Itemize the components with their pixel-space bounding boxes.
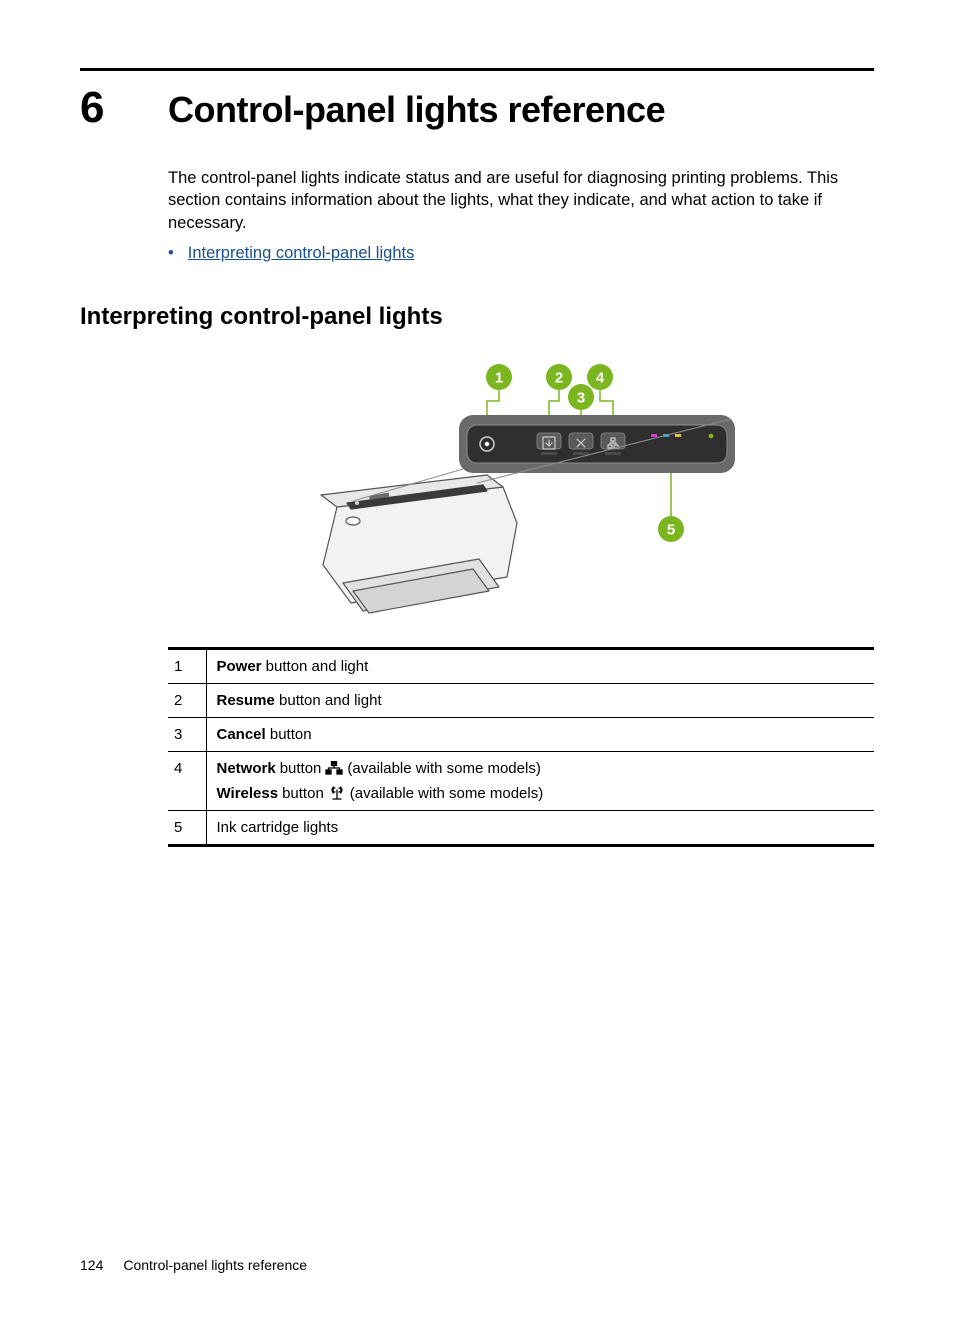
row-rest: button <box>266 726 312 743</box>
table-row: 2 Resume button and light <box>168 683 874 717</box>
row-number: 4 <box>168 751 206 810</box>
row-rest: (available with some models) <box>350 785 543 802</box>
section-body: 12345 1 Power button and light 2 Resume … <box>168 355 874 847</box>
row-number: 3 <box>168 717 206 751</box>
network-icon <box>325 761 343 775</box>
page-number: 124 <box>80 1257 103 1273</box>
table-row: 1 Power button and light <box>168 648 874 683</box>
table-row: 3 Cancel button <box>168 717 874 751</box>
table-row: 5 Ink cartridge lights <box>168 810 874 845</box>
toc-bullet-row: • Interpreting control-panel lights <box>168 244 874 263</box>
row-number: 2 <box>168 683 206 717</box>
row-bold: Cancel <box>217 726 266 743</box>
svg-text:4: 4 <box>596 369 605 386</box>
row-number: 1 <box>168 648 206 683</box>
section-heading: Interpreting control-panel lights <box>80 303 874 331</box>
row-desc: Resume button and light <box>206 683 874 717</box>
chapter-number: 6 <box>80 83 168 133</box>
row-rest: button and light <box>275 692 382 709</box>
intro-block: The control-panel lights indicate status… <box>168 167 874 263</box>
chapter-top-rule <box>80 68 874 71</box>
row-bold: Network <box>217 760 276 777</box>
svg-text:2: 2 <box>555 369 563 386</box>
control-panel-diagram: 1 234 5 <box>303 355 739 617</box>
row-desc: Cancel button <box>206 717 874 751</box>
row-bold: Wireless <box>217 785 279 802</box>
toc-link-interpreting[interactable]: Interpreting control-panel lights <box>188 244 415 263</box>
svg-text:5: 5 <box>667 521 675 538</box>
row-bold: Power <box>217 658 262 675</box>
lights-reference-table: 1 Power button and light 2 Resume button… <box>168 647 874 847</box>
chapter-title: Control-panel lights reference <box>168 89 665 131</box>
row-bold: Resume <box>217 692 275 709</box>
row4-wireless-line: Wireless button (available with some mod… <box>217 785 865 802</box>
svg-text:1: 1 <box>495 369 503 386</box>
row-desc: Ink cartridge lights <box>206 810 874 845</box>
row-text-button: button <box>282 785 324 802</box>
row-rest: button and light <box>262 658 369 675</box>
chapter-header: 6 Control-panel lights reference <box>80 83 874 133</box>
footer-section-title: Control-panel lights reference <box>123 1257 307 1273</box>
intro-paragraph: The control-panel lights indicate status… <box>168 167 874 234</box>
row-rest: (available with some models) <box>347 760 540 777</box>
bullet-icon: • <box>168 244 174 263</box>
table-row: 4 Network button (available with some mo… <box>168 751 874 810</box>
row-text-button: button <box>280 760 322 777</box>
row-desc: Power button and light <box>206 648 874 683</box>
row-desc: Network button (available with some mode… <box>206 751 874 810</box>
page-footer: 124 Control-panel lights reference <box>80 1257 874 1273</box>
diagram-container: 1 234 5 <box>168 355 874 617</box>
wireless-icon <box>328 786 346 800</box>
row4-network-line: Network button (available with some mode… <box>217 760 865 777</box>
row-number: 5 <box>168 810 206 845</box>
svg-text:3: 3 <box>577 389 585 406</box>
